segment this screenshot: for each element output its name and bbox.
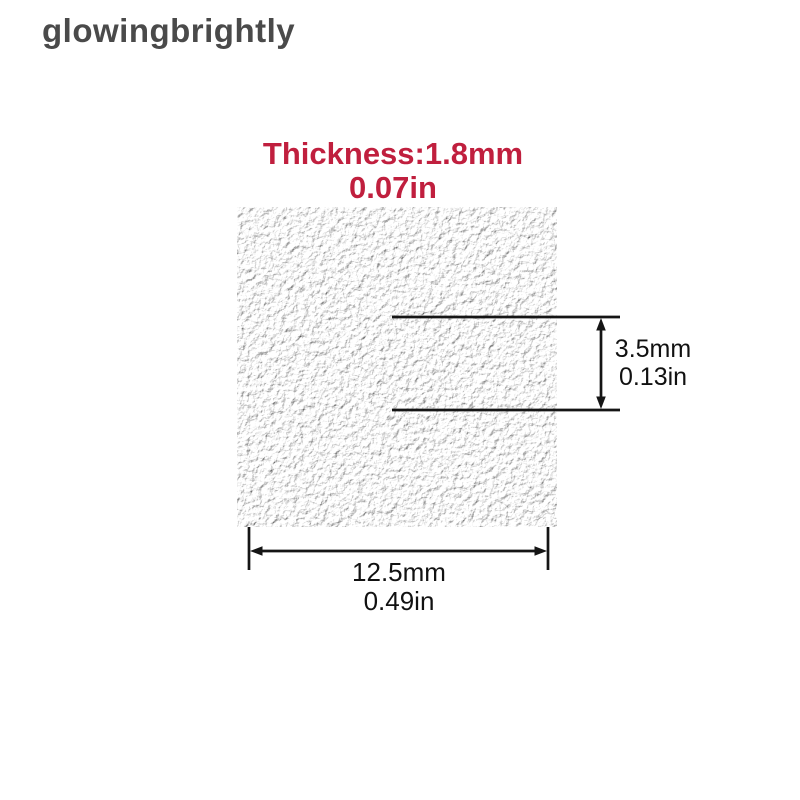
- red-felt-washer-photo: [252, 222, 542, 512]
- outer-diameter-in: 0.49in: [363, 586, 435, 616]
- felt-ring: [252, 222, 542, 512]
- arrow-up-icon: [596, 318, 606, 331]
- arrow-right-icon: [534, 546, 547, 556]
- inner-diameter-label: 3.5mm 0.13in: [615, 335, 691, 391]
- thickness-label: Thickness:1.8mm 0.07in: [263, 137, 523, 205]
- outer-diameter-mm: 12.5mm: [352, 557, 446, 587]
- thickness-value-mm: Thickness:1.8mm: [262, 136, 524, 171]
- inner-diameter-mm: 3.5mm: [614, 335, 692, 363]
- outer-diameter-label: 12.5mm 0.49in: [352, 558, 446, 616]
- inner-diameter-in: 0.13in: [618, 363, 688, 391]
- washer-center-hole: [352, 318, 444, 410]
- arrow-down-icon: [596, 396, 606, 409]
- arrow-left-icon: [250, 546, 263, 556]
- thickness-value-in: 0.07in: [349, 170, 437, 205]
- watermark-shop-name: glowingbrightly: [42, 12, 296, 49]
